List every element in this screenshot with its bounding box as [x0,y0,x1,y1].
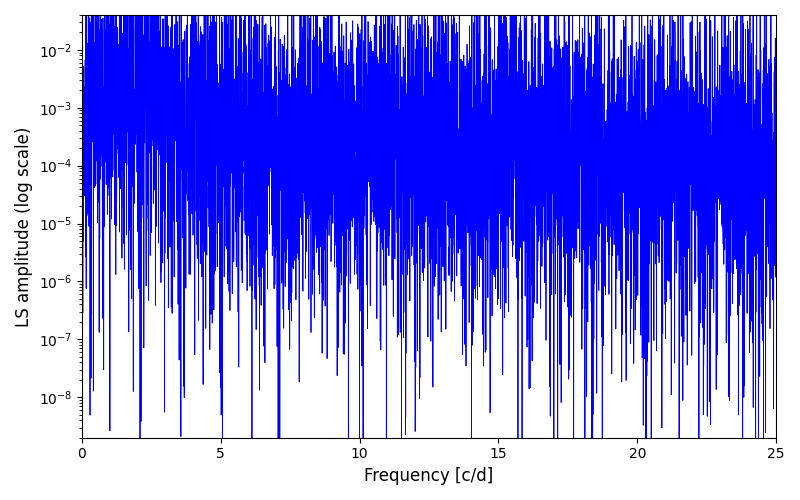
X-axis label: Frequency [c/d]: Frequency [c/d] [364,467,494,485]
Y-axis label: LS amplitude (log scale): LS amplitude (log scale) [15,126,33,326]
